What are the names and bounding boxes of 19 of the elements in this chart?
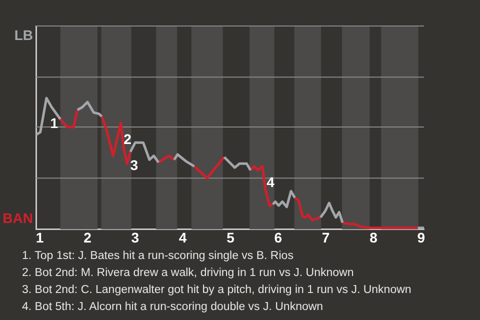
x-tick-label: 6 bbox=[274, 229, 282, 246]
annotation: 3 bbox=[130, 157, 138, 174]
x-tick-label: 8 bbox=[370, 229, 378, 246]
x-tick-label: 5 bbox=[226, 229, 235, 246]
text: LB bbox=[14, 26, 33, 43]
annotation: 4 bbox=[266, 174, 275, 190]
text: 1. Top 1st: J. Bates hit a run-scoring single vs B. Rios bbox=[22, 249, 294, 264]
x-tick-label: 3 bbox=[131, 229, 140, 246]
x-tick-label: 2 bbox=[84, 229, 92, 246]
x-tick-label: 4 bbox=[178, 229, 187, 246]
x-tick-label: 9 bbox=[417, 229, 426, 246]
text: BAN bbox=[2, 210, 33, 226]
x-tick-label: 7 bbox=[322, 229, 330, 246]
annotation: 2 bbox=[124, 130, 132, 147]
annotation: 1 bbox=[50, 115, 58, 132]
text: 2. Bot 2nd: M. Rivera drew a walk, driving in 1 run vs J. Unknown bbox=[22, 266, 355, 281]
x-tick-label: 1 bbox=[36, 229, 44, 246]
text: 4. Bot 5th: J. Alcorn hit a run-scoring double vs J. Unknown bbox=[22, 300, 324, 315]
text: 3. Bot 2nd: C. Langenwalter got hit by a pitch, driving in 1 run vs J. Unknown bbox=[22, 283, 412, 298]
